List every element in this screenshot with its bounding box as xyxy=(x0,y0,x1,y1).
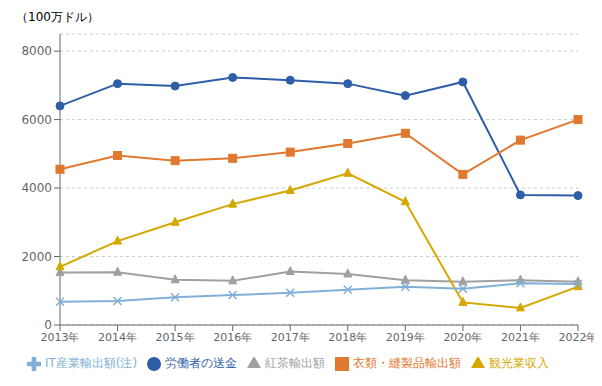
html-text:（100万ドル）: （100万ドル） xyxy=(16,10,99,24)
svg-text:4000: 4000 xyxy=(21,181,52,195)
html-text:衣類・縫製品輸出額: 衣類・縫製品輸出額 xyxy=(353,356,462,370)
svg-text:2018年: 2018年 xyxy=(328,331,367,344)
svg-text:2019年: 2019年 xyxy=(386,331,425,344)
html-text:紅茶輸出額: 紅茶輸出額 xyxy=(265,356,326,370)
svg-text:2013年: 2013年 xyxy=(41,331,80,344)
svg-text:2015年: 2015年 xyxy=(156,331,195,344)
svg-text:2021年: 2021年 xyxy=(501,331,540,344)
html-text:IT産業輸出額(注): IT産業輸出額(注) xyxy=(44,356,138,370)
svg-text:2020年: 2020年 xyxy=(443,331,482,344)
svg-text:2000: 2000 xyxy=(21,250,52,264)
svg-text:2017年: 2017年 xyxy=(271,331,310,344)
svg-text:8000: 8000 xyxy=(21,44,52,58)
svg-text:2022年: 2022年 xyxy=(559,331,595,344)
html-text:観光業収入: 観光業収入 xyxy=(489,356,550,370)
svg-text:0: 0 xyxy=(44,318,52,332)
svg-text:2016年: 2016年 xyxy=(213,331,252,344)
svg-text:6000: 6000 xyxy=(21,113,52,127)
svg-text:2014年: 2014年 xyxy=(98,331,137,344)
html-text:労働者の送金: 労働者の送金 xyxy=(165,356,238,370)
